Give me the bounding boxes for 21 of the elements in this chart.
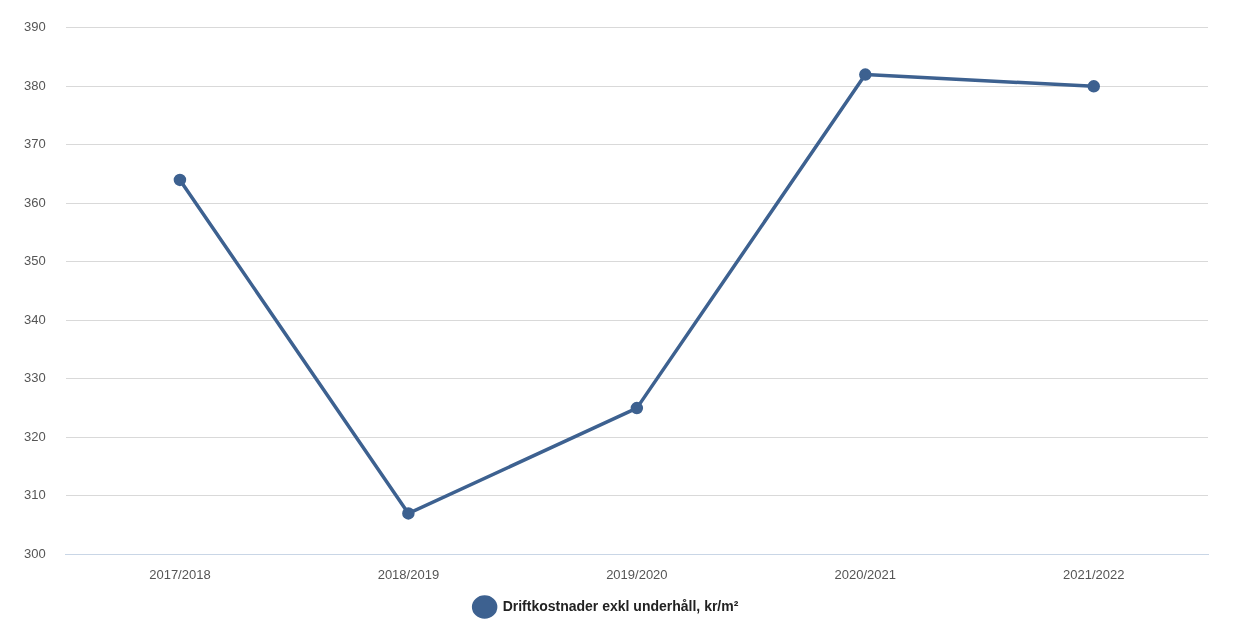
y-tick-label: 340: [23, 311, 46, 327]
x-tick-label: 2019/2020: [606, 566, 668, 582]
point: [630, 401, 644, 415]
point: [402, 507, 415, 520]
y-tick-label: 320: [23, 428, 46, 444]
x-tick-label: 2021/2022: [1063, 566, 1125, 582]
y-tick-label: 310: [23, 487, 46, 503]
x-tick-label: 2018/2019: [377, 566, 440, 582]
y-tick-label: 330: [23, 370, 46, 386]
point: [859, 68, 872, 81]
y-tick-label: 350: [23, 253, 46, 269]
y-tick-label: 300: [23, 545, 46, 561]
x-tick-label: 2020/2021: [834, 566, 897, 582]
point: [173, 173, 187, 187]
x-tick-label: 2017/2018: [149, 566, 211, 582]
point: [1087, 80, 1101, 93]
y-tick-label: 390: [23, 19, 46, 35]
y-tick-label: 370: [23, 136, 46, 152]
y-tick-label: 360: [23, 194, 46, 210]
y-tick-label: 380: [23, 77, 46, 93]
legend-label: Driftkostnader exkl underhåll, kr/m²: [502, 597, 739, 614]
